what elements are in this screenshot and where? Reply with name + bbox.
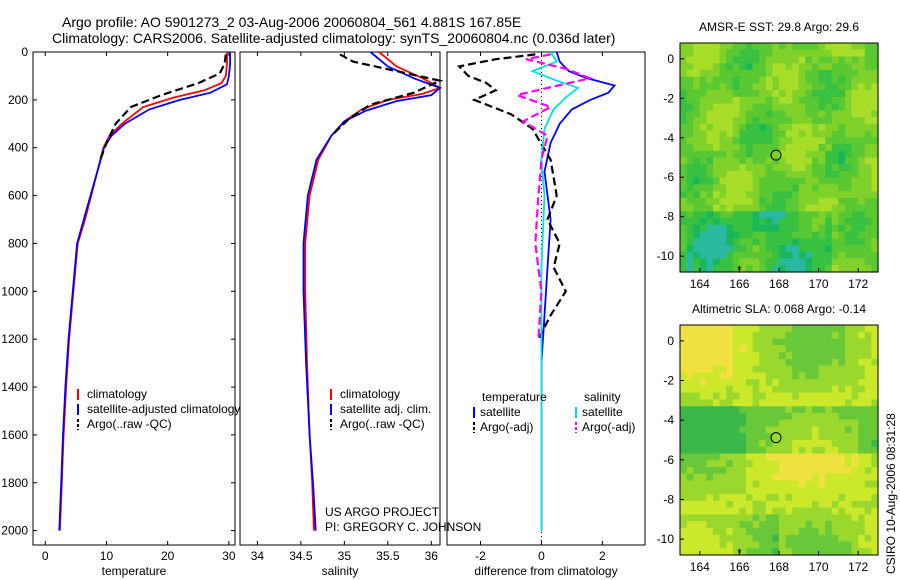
legend-entry: satellite adj. clim. [340,402,431,416]
legend-entry: climatology [87,387,147,401]
x-tick-label: 0 [42,549,49,563]
map-x-tick-label: 164 [690,560,710,574]
map-x-tick-label: 164 [690,277,710,291]
panel-frame-1 [239,51,441,546]
x-tick-label: 35 [338,549,352,563]
x-tick-label: 36 [425,549,439,563]
series-line-2-1 [457,53,568,340]
y-tick-label: 0 [21,45,28,59]
x-axis-label: temperature [102,564,167,578]
map-x-tick-label: 172 [848,277,868,291]
x-tick-label: -2 [475,549,486,563]
map-x-tick-label: 168 [769,277,789,291]
map-title: Altimetric SLA: 0.068 Argo: -0.14 [692,302,866,316]
x-tick-label: 10 [100,549,114,563]
map-star-marker: * [737,546,742,560]
legend-entry: Argo(..raw -QC) [87,417,172,431]
map-y-tick-label: 0 [667,334,674,348]
map-y-tick-label: -8 [663,492,674,506]
legend-entry: Argo(-adj) [582,420,635,434]
y-tick-label: 1400 [1,380,28,394]
map-x-tick-label: 168 [769,560,789,574]
map-x-tick-label: 170 [809,560,829,574]
profile-location-marker [770,432,782,444]
figure-title-line1: Argo profile: AO 5901273_2 03-Aug-2006 2… [62,14,522,30]
timestamp-label: CSIRO 10-Aug-2006 08:31:28 [884,413,898,574]
y-tick-label: 2000 [1,524,28,538]
x-tick-label: 2 [599,549,606,563]
legend-entry: satellite [582,405,623,419]
map-y-tick-label: -6 [663,170,674,184]
x-tick-label: 35.5 [376,549,400,563]
y-tick-label: 1600 [1,428,28,442]
map-title: AMSR-E SST: 29.8 Argo: 29.6 [699,20,859,34]
x-axis-label: difference from climatology [474,564,617,578]
y-tick-label: 1800 [1,476,28,490]
x-tick-label: 0 [538,549,545,563]
pi-credit: PI: GREGORY C. JOHNSON [325,520,481,534]
project-credit: US ARGO PROJECT [325,505,440,519]
x-tick-label: 34 [251,549,265,563]
map-y-tick-label: -4 [663,131,674,145]
map-star-marker: * [737,263,742,277]
map-y-tick-label: 0 [667,52,674,66]
legend-entry: Argo(-adj) [480,420,533,434]
legend-entry: salinity [584,390,621,404]
legend-entry: satellite [480,405,521,419]
y-tick-label: 800 [8,236,28,250]
y-tick-label: 400 [8,141,28,155]
legend-entry: Argo(..raw -QC) [340,417,425,431]
y-tick-label: 1200 [1,332,28,346]
series-line-1-2 [330,53,444,137]
legend-entry: temperature [482,390,547,404]
y-tick-label: 200 [8,93,28,107]
y-tick-label: 1000 [1,284,28,298]
map-y-tick-label: -2 [663,374,674,388]
series-line-2-2 [529,51,580,531]
x-tick-label: 20 [161,549,175,563]
map-y-tick-label: -8 [663,210,674,224]
map-y-tick-label: -4 [663,413,674,427]
legend-entry: climatology [340,387,400,401]
map-y-tick-label: -6 [663,453,674,467]
series-line-0-1 [58,52,231,531]
map-y-tick-label: -10 [657,532,675,546]
legend-entry: satellite-adjusted climatology [87,402,240,416]
map-x-tick-label: 166 [729,277,749,291]
map-x-tick-label: 166 [729,560,749,574]
map-x-tick-label: 170 [809,277,829,291]
map-y-tick-label: -10 [657,249,675,263]
map-x-tick-label: 172 [848,560,868,574]
x-tick-label: 30 [222,549,236,563]
profile-location-marker [770,149,782,161]
series-line-2-3 [513,53,594,340]
series-line-0-2 [99,54,227,161]
y-tick-label: 600 [8,189,28,203]
map-field-1 [680,325,879,556]
figure-title-line2: Climatology: CARS2006. Satellite-adjuste… [52,30,616,46]
x-axis-label: salinity [322,564,359,578]
map-y-tick-label: -2 [663,91,674,105]
map-field-0 [680,43,879,273]
panel-frame-0 [32,51,236,546]
x-tick-label: 34.5 [289,549,313,563]
